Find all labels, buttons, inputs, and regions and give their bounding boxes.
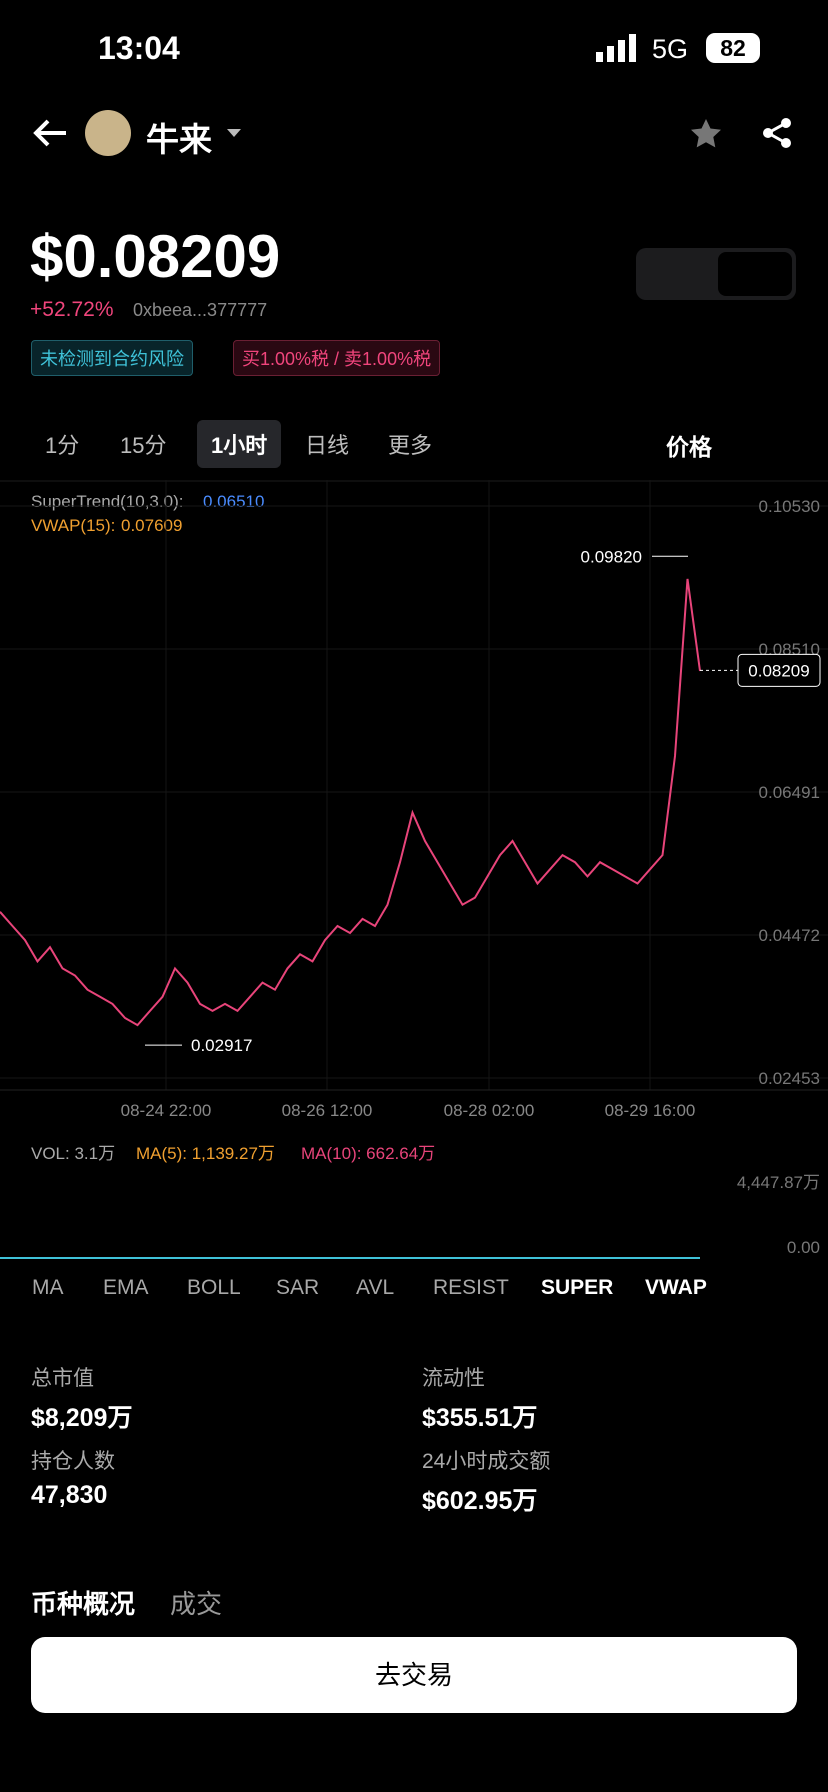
tab-overview[interactable]: 币种概况 bbox=[31, 1589, 136, 1619]
stat-value: $8,209万 bbox=[31, 1404, 133, 1432]
volume-min: 0.00 bbox=[787, 1238, 820, 1257]
indicator-tab[interactable]: EMA bbox=[103, 1276, 149, 1299]
interval-tab[interactable]: 1分 bbox=[45, 433, 80, 458]
legend-vwap: VWAP(15): bbox=[31, 516, 115, 535]
signal-icon bbox=[596, 34, 636, 62]
interval-tab[interactable]: 日线 bbox=[305, 433, 350, 458]
price-line bbox=[0, 578, 701, 1027]
stat-value: 47,830 bbox=[31, 1481, 108, 1509]
legend-supertrend: SuperTrend(10,3.0): bbox=[31, 492, 183, 511]
volume-ma5: MA(5): 1,139.27万 bbox=[136, 1144, 275, 1163]
volume-label: VOL: 3.1万 bbox=[31, 1144, 115, 1163]
indicator-tab[interactable]: BOLL bbox=[187, 1276, 241, 1299]
stat-label: 总市值 bbox=[31, 1367, 94, 1390]
stat-value: $602.95万 bbox=[422, 1487, 538, 1515]
badge-safe: 未检测到合约风险 bbox=[31, 340, 193, 376]
y-tick-label: 0.10530 bbox=[759, 497, 820, 516]
stat-label: 流动性 bbox=[422, 1367, 485, 1390]
network: 5G bbox=[652, 34, 689, 64]
y-tick-label: 0.06491 bbox=[759, 783, 820, 802]
indicator-tab[interactable]: SAR bbox=[276, 1276, 320, 1299]
x-tick-label: 08-28 02:00 bbox=[444, 1101, 535, 1120]
indicator-tab[interactable]: SUPER bbox=[541, 1276, 614, 1299]
legend-vwap-value: 0.07609 bbox=[121, 516, 182, 535]
stat-label: 24小时成交额 bbox=[422, 1450, 551, 1473]
badge-tax: 买1.00%税 / 卖1.00%税 bbox=[233, 340, 441, 376]
avatar bbox=[85, 110, 131, 156]
share-button[interactable] bbox=[762, 118, 792, 148]
legend-supertrend-value: 0.06510 bbox=[203, 492, 264, 511]
token-name[interactable]: 牛来 bbox=[146, 121, 212, 158]
volume-max: 4,447.87万 bbox=[737, 1173, 820, 1192]
stat-value: $355.51万 bbox=[422, 1404, 538, 1432]
volume-ma10: MA(10): 662.64万 bbox=[301, 1144, 435, 1163]
indicator-tab[interactable]: VWAP bbox=[645, 1276, 707, 1299]
indicator-tab[interactable]: MA bbox=[32, 1276, 64, 1299]
x-tick-label: 08-29 16:00 bbox=[605, 1101, 696, 1120]
interval-tab[interactable]: 1小时 bbox=[197, 420, 282, 468]
stat-label: 持仓人数 bbox=[31, 1450, 115, 1473]
y-tick-label: 0.04472 bbox=[759, 926, 820, 945]
x-tick-label: 08-24 22:00 bbox=[121, 1101, 212, 1120]
candle-view-button[interactable] bbox=[718, 252, 792, 296]
x-tick-label: 08-26 12:00 bbox=[282, 1101, 373, 1120]
view-toggle bbox=[636, 248, 796, 300]
trade-button[interactable]: 去交易 bbox=[31, 1637, 797, 1713]
address[interactable]: 0xbeea...377777 bbox=[133, 300, 268, 320]
battery: 82 bbox=[706, 33, 760, 63]
time: 13:04 bbox=[98, 30, 180, 66]
star-button[interactable] bbox=[690, 118, 722, 148]
tab-trades[interactable]: 成交 bbox=[170, 1589, 223, 1619]
last-price-label: 0.08209 bbox=[748, 661, 809, 680]
interval-tab[interactable]: 更多 bbox=[388, 433, 433, 458]
chart: SuperTrend(10,3.0): 0.06510 VWAP(15): 0.076… bbox=[0, 480, 828, 1259]
high-label: 0.09820 bbox=[581, 547, 642, 566]
low-label: 0.02917 bbox=[191, 1036, 252, 1055]
price-change: +52.72% bbox=[30, 298, 114, 321]
dropdown-icon[interactable] bbox=[226, 127, 242, 139]
interval-tab[interactable]: 15分 bbox=[120, 433, 167, 458]
last-price-box bbox=[737, 653, 821, 687]
indicator-tab[interactable]: AVL bbox=[356, 1276, 395, 1299]
price-toggle[interactable]: 价格 bbox=[666, 434, 712, 460]
back-button[interactable] bbox=[32, 118, 68, 148]
y-tick-label: 0.02453 bbox=[759, 1069, 820, 1088]
price: $0.08209 bbox=[30, 223, 281, 290]
indicator-tab[interactable]: RESIST bbox=[433, 1276, 509, 1299]
